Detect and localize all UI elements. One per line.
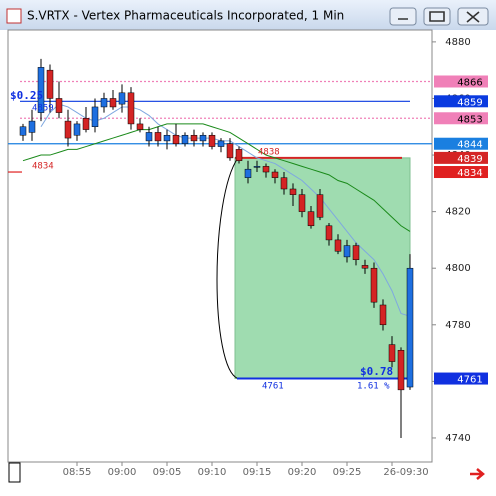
moving-average xyxy=(40,103,411,317)
x-tick-label: 09:15 xyxy=(243,467,272,478)
moving-average xyxy=(22,123,411,232)
level-label: 4761 xyxy=(457,375,482,386)
candle-body xyxy=(235,149,243,161)
x-tick-label: 26-09:30 xyxy=(383,467,428,478)
candle-body xyxy=(163,134,171,142)
candle-body xyxy=(334,239,342,252)
candle-body xyxy=(181,134,189,144)
window-button-icons xyxy=(398,11,480,23)
minimize-button[interactable] xyxy=(389,7,417,26)
level-label-box xyxy=(434,151,488,164)
candle-body xyxy=(289,188,297,195)
candle-body xyxy=(217,140,225,147)
candle-body xyxy=(37,67,45,113)
annotation: 1.61 % xyxy=(357,382,390,392)
y-tick-label: 4740 xyxy=(445,433,470,444)
maximize-button[interactable] xyxy=(423,7,451,26)
window-title: S.VRTX - Vertex Pharmaceuticals Incorpor… xyxy=(27,9,344,23)
candle-body xyxy=(406,267,414,388)
candle-body xyxy=(316,194,324,218)
trade-box xyxy=(234,157,411,380)
annotation: $0.78 xyxy=(360,365,393,378)
level-label-box xyxy=(434,137,488,150)
candle-body xyxy=(19,126,27,136)
level-label-box xyxy=(434,166,488,179)
candle-body xyxy=(343,245,351,258)
candle-body xyxy=(109,98,117,108)
candle-body xyxy=(397,350,405,391)
candle-body xyxy=(379,304,387,326)
candle-body xyxy=(127,92,135,125)
level-label-box xyxy=(434,112,488,125)
trade-arc xyxy=(216,157,239,380)
candle-body xyxy=(28,120,36,133)
candle-body xyxy=(154,132,162,142)
candle-body xyxy=(145,132,153,142)
candle-body xyxy=(73,123,81,136)
annotation: 4834 xyxy=(32,162,54,172)
level-label: 4866 xyxy=(457,77,482,88)
y-tick-label: 4820 xyxy=(445,207,470,218)
candle-body xyxy=(199,134,207,142)
candle-body xyxy=(298,194,306,212)
candle-body xyxy=(361,265,369,269)
candle-body xyxy=(136,123,144,130)
candle-body xyxy=(172,134,180,144)
candle-body xyxy=(262,166,270,173)
level-label: 4834 xyxy=(457,168,482,179)
level-label-box xyxy=(434,372,488,385)
app-icon xyxy=(6,8,22,24)
annotation: 4859 xyxy=(32,104,54,114)
candle-body xyxy=(190,134,198,142)
candle-body xyxy=(208,134,216,147)
candle-body xyxy=(253,166,261,168)
x-tick-label: 09:05 xyxy=(153,467,182,478)
y-tick-label: 4800 xyxy=(445,263,470,274)
candle-body xyxy=(55,98,63,113)
candle-body xyxy=(370,267,378,303)
candle-body xyxy=(82,118,90,130)
level-label-box xyxy=(434,75,488,88)
x-tick-label: 08:55 xyxy=(63,467,92,478)
candle-body xyxy=(388,344,396,362)
x-tick-label: 09:25 xyxy=(333,467,362,478)
candle-body xyxy=(244,168,252,178)
candle-body xyxy=(325,225,333,241)
x-tick-label: 09:20 xyxy=(288,467,317,478)
annotation: 4838 xyxy=(258,148,280,158)
scroll-arrow[interactable] xyxy=(470,468,485,480)
y-tick-label: 4780 xyxy=(445,320,470,331)
candle-body xyxy=(100,98,108,108)
annotation: $0.25 xyxy=(10,89,43,102)
level-label: 4859 xyxy=(457,97,482,108)
level-label-box xyxy=(434,95,488,108)
candle-body xyxy=(64,120,72,139)
candle-body xyxy=(46,69,54,99)
annotation: 4761 xyxy=(262,382,284,392)
scroll-box xyxy=(8,462,21,483)
candle-body xyxy=(271,171,279,178)
level-label: 4844 xyxy=(457,140,482,151)
x-tick-label: 09:00 xyxy=(108,467,137,478)
candle-body xyxy=(280,177,288,190)
level-label: 4853 xyxy=(457,114,482,125)
level-label: 4839 xyxy=(457,154,482,165)
candle-body xyxy=(352,245,360,260)
y-tick-label: 4880 xyxy=(445,37,470,48)
candle-body xyxy=(307,211,315,227)
candle-body xyxy=(91,106,99,128)
candle-body xyxy=(118,92,126,105)
candle-body xyxy=(226,143,234,159)
x-tick-label: 09:10 xyxy=(198,467,227,478)
